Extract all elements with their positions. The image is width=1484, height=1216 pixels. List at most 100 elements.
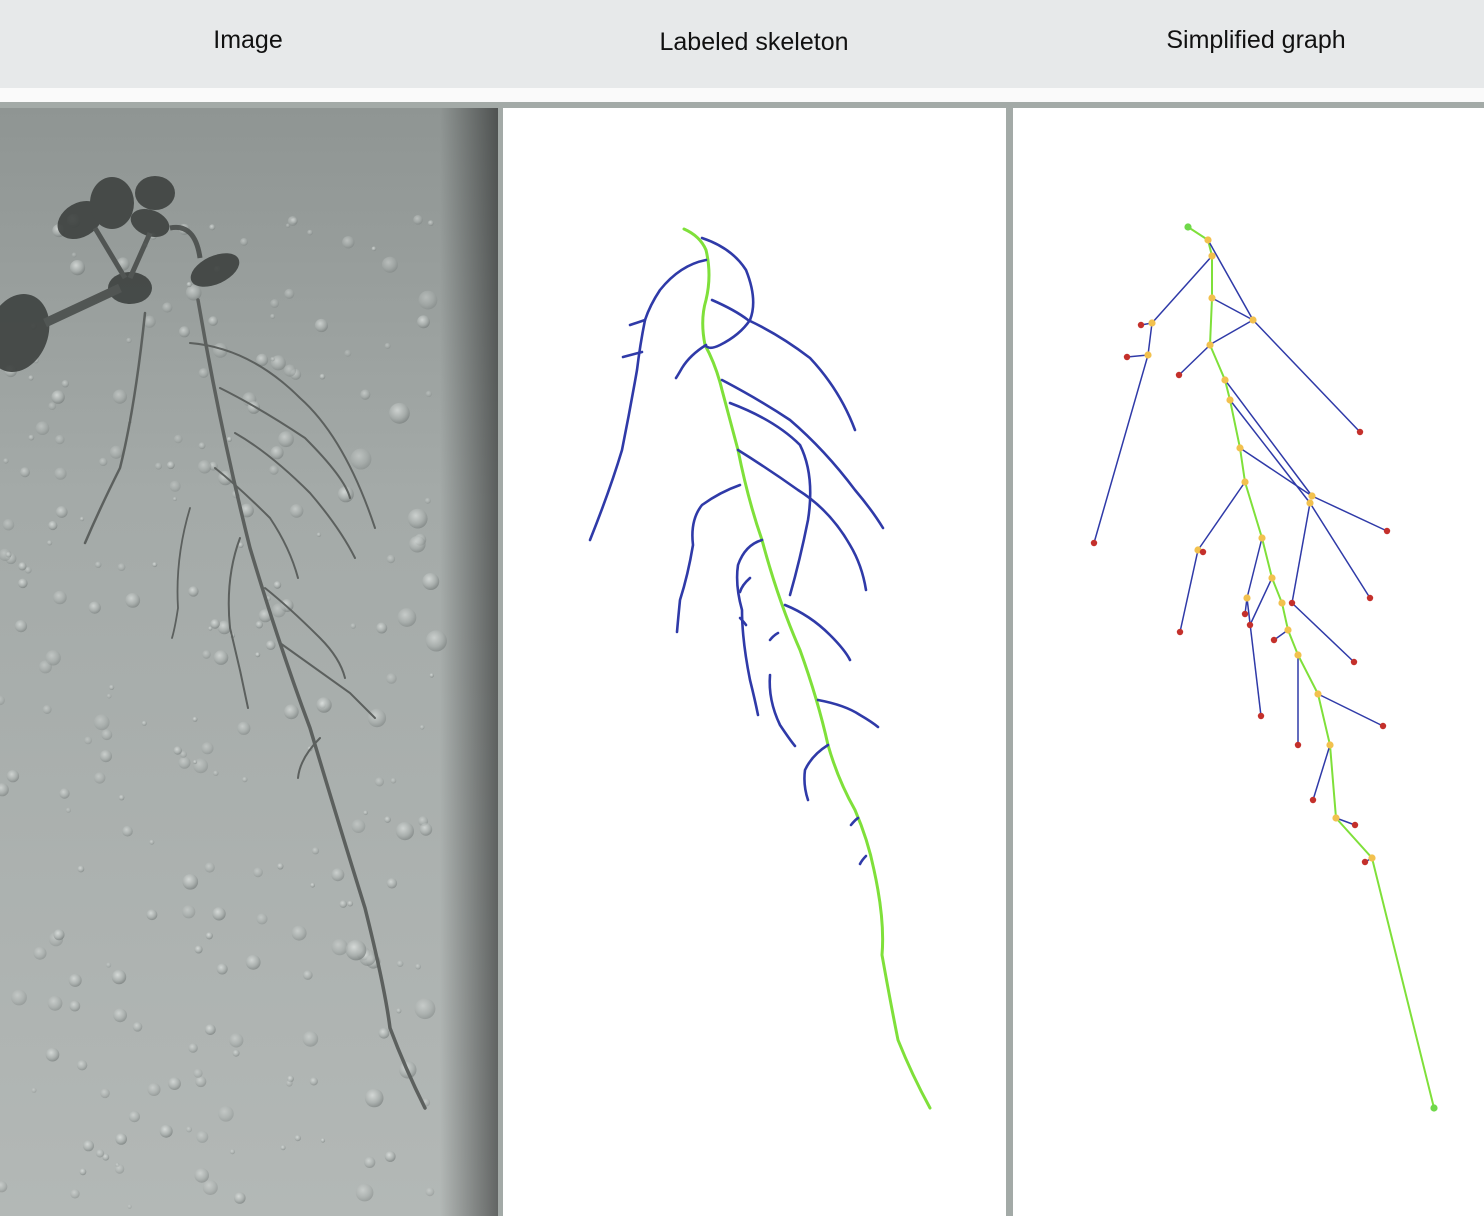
junction-node <box>1294 651 1302 659</box>
junction-node <box>1268 574 1276 582</box>
droplet <box>53 590 67 605</box>
droplet <box>202 650 211 659</box>
labeled-skeleton-panel <box>503 108 1006 1216</box>
droplet <box>162 302 173 313</box>
droplet <box>83 1140 94 1152</box>
droplet <box>339 900 348 908</box>
header-skeleton-label: Labeled skeleton <box>659 28 849 56</box>
droplet <box>125 593 141 608</box>
droplet <box>99 750 112 763</box>
junction-node <box>1284 626 1292 634</box>
graph-nodes <box>1090 223 1438 1112</box>
tip-node <box>1350 658 1358 666</box>
droplet <box>364 1088 384 1108</box>
junction-node <box>1208 294 1216 302</box>
junction-node <box>1194 546 1202 554</box>
junction-node <box>1332 814 1340 822</box>
droplet <box>364 1156 376 1168</box>
droplet <box>198 368 209 378</box>
droplet <box>93 714 110 731</box>
droplet <box>212 907 226 921</box>
droplet <box>389 402 410 424</box>
droplet <box>345 939 367 961</box>
droplet <box>31 1087 37 1093</box>
droplet <box>159 1124 173 1138</box>
droplet <box>350 448 372 470</box>
droplet <box>71 252 77 258</box>
droplet <box>79 516 85 522</box>
droplet <box>109 684 115 691</box>
droplet <box>234 1192 246 1204</box>
droplet <box>143 315 156 328</box>
droplet <box>118 794 125 801</box>
droplet <box>218 1106 234 1122</box>
droplet <box>94 772 106 784</box>
droplet <box>122 825 133 837</box>
droplet <box>112 389 127 404</box>
droplet <box>0 695 5 706</box>
droplet <box>48 520 58 531</box>
droplet <box>146 909 158 921</box>
droplet <box>316 697 332 713</box>
droplet <box>245 954 261 970</box>
droplet <box>424 497 431 504</box>
droplet <box>194 945 203 954</box>
plant-photo-panel <box>0 108 498 1216</box>
droplet <box>196 1130 209 1143</box>
droplet <box>45 650 61 666</box>
droplet <box>232 1049 240 1057</box>
droplet <box>6 769 20 783</box>
droplet <box>378 1027 390 1039</box>
droplet <box>3 458 9 464</box>
tip-node <box>1351 821 1359 829</box>
junction-node <box>1144 351 1152 359</box>
root-end-node <box>1430 1104 1438 1112</box>
lateral-root-edges <box>1093 239 1388 863</box>
droplet <box>360 389 371 400</box>
main-root-path <box>682 227 932 1110</box>
droplet <box>316 532 322 537</box>
tip-node <box>1270 636 1278 644</box>
droplet <box>226 436 232 442</box>
droplet <box>0 783 9 797</box>
droplet <box>201 742 214 755</box>
junction-node <box>1148 319 1156 327</box>
droplet <box>242 776 248 783</box>
droplet <box>240 503 254 518</box>
droplet <box>28 375 34 381</box>
droplet <box>397 608 417 627</box>
droplet <box>47 995 63 1011</box>
droplet <box>209 224 216 231</box>
droplet <box>270 446 284 460</box>
droplet <box>350 623 357 629</box>
droplet <box>374 777 384 787</box>
droplet <box>69 1000 81 1012</box>
droplet <box>128 1111 140 1123</box>
droplet <box>197 460 212 474</box>
droplet <box>407 508 428 529</box>
droplet <box>102 1153 110 1161</box>
tip-node <box>1366 594 1374 602</box>
droplet <box>155 462 162 470</box>
droplet <box>42 705 52 714</box>
droplet <box>284 288 295 299</box>
junction-node <box>1226 396 1234 404</box>
droplet <box>18 562 27 571</box>
droplet <box>77 865 85 873</box>
droplet <box>237 542 244 548</box>
droplet <box>309 1077 318 1086</box>
droplet <box>115 1133 127 1145</box>
droplet <box>204 1024 216 1035</box>
droplet <box>270 299 279 308</box>
droplet <box>59 788 70 799</box>
junction-node <box>1308 492 1316 500</box>
droplet <box>192 716 198 722</box>
droplet <box>417 315 430 329</box>
droplet <box>178 756 191 769</box>
droplet <box>310 882 315 888</box>
header-divider <box>0 88 1484 102</box>
droplet <box>188 586 199 597</box>
droplet <box>278 431 294 448</box>
droplet <box>376 622 388 634</box>
droplet <box>132 1022 143 1032</box>
